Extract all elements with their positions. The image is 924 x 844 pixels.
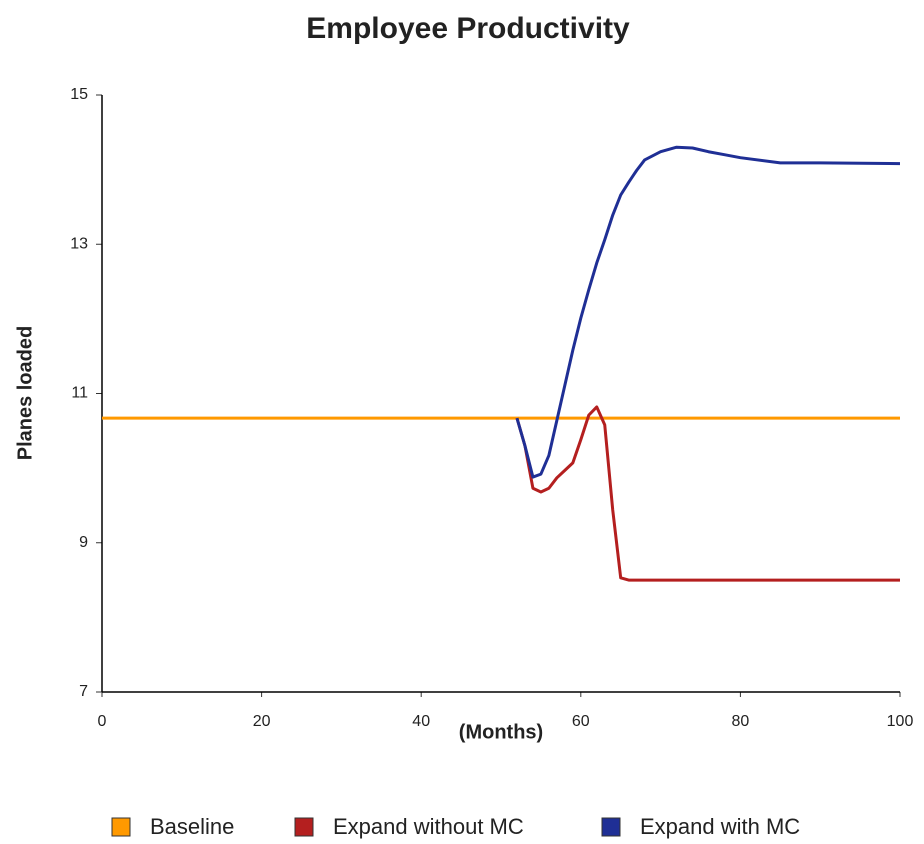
x-tick-label: 100 — [887, 713, 914, 730]
y-tick-label: 13 — [70, 235, 88, 252]
y-axis-title: Planes loaded — [14, 326, 36, 461]
legend-swatch — [111, 817, 131, 837]
chart-title: Employee Productivity — [306, 12, 630, 45]
series-line — [515, 145, 901, 479]
x-tick-label: 60 — [572, 713, 590, 730]
x-tick-label: 80 — [732, 713, 750, 730]
series-line — [515, 405, 900, 582]
y-tick-label: 11 — [71, 385, 88, 402]
x-tick-label: 40 — [412, 713, 430, 730]
y-tick-label: 15 — [70, 86, 88, 103]
legend-label: Baseline — [150, 814, 234, 839]
y-tick-label: 9 — [79, 534, 88, 551]
legend-label: Expand with MC — [640, 814, 800, 839]
x-tick-label: 0 — [98, 713, 107, 730]
legend-swatch — [601, 817, 621, 837]
legend-swatch — [294, 817, 314, 837]
y-tick-label: 7 — [79, 683, 88, 700]
legend-label: Expand without MC — [333, 814, 524, 839]
x-tick-label: 20 — [253, 713, 271, 730]
x-axis-title: (Months) — [459, 721, 543, 743]
